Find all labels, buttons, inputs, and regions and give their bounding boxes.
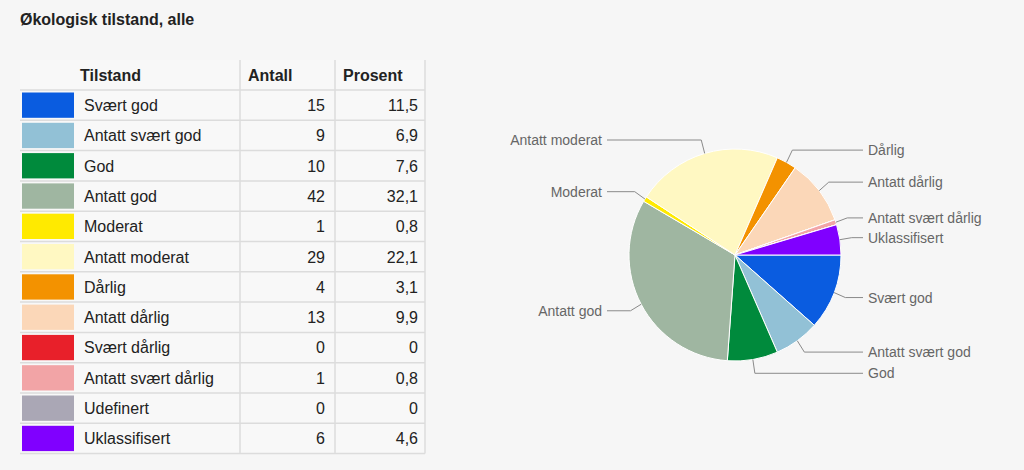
leader-line — [840, 238, 863, 240]
table-column-line — [334, 60, 336, 454]
count-cell: 10 — [307, 158, 325, 175]
percent-cell: 9,9 — [396, 309, 418, 326]
slice-label: Svært god — [868, 290, 933, 306]
table-row-line — [20, 241, 425, 243]
slice-label: Antatt svært dårlig — [868, 210, 982, 226]
slice-label: Antatt svært god — [868, 344, 971, 360]
leader-line — [819, 182, 863, 191]
percent-cell: 22,1 — [387, 249, 418, 266]
category-label: Udefinert — [84, 400, 149, 417]
leader-line — [607, 304, 641, 311]
category-label: God — [84, 158, 114, 175]
table: Tilstand Antall Prosent Svært god 15 11,5 Anta… — [20, 60, 425, 454]
table-row-line — [20, 332, 425, 334]
color-swatch — [22, 426, 74, 451]
table-row-line — [20, 301, 425, 303]
category-label: Uklassifisert — [84, 430, 171, 447]
table-row-line — [20, 271, 425, 273]
percent-cell: 7,6 — [396, 158, 418, 175]
percent-cell: 0,8 — [396, 370, 418, 387]
leader-line — [787, 150, 863, 162]
percent-cell: 4,6 — [396, 430, 418, 447]
leader-line — [797, 341, 863, 352]
slice-label: Uklassifisert — [868, 230, 944, 246]
leader-line — [607, 192, 645, 199]
category-label: Moderat — [84, 218, 143, 235]
table-row-line — [20, 453, 425, 455]
percent-cell: 6,9 — [396, 127, 418, 144]
count-cell: 15 — [307, 97, 325, 114]
pie-labels: Svært god Antatt svært god God Antatt god Mo… — [510, 132, 981, 381]
count-cell: 42 — [307, 188, 325, 205]
leader-line — [836, 218, 863, 222]
category-label: Svært dårlig — [84, 339, 170, 356]
slice-label: Moderat — [551, 184, 602, 200]
color-swatch — [22, 335, 74, 360]
count-cell: 6 — [316, 430, 325, 447]
percent-cell: 3,1 — [396, 279, 418, 296]
color-swatch — [22, 274, 74, 299]
color-swatch — [22, 305, 74, 330]
count-cell: 0 — [316, 339, 325, 356]
count-cell: 9 — [316, 127, 325, 144]
color-swatch — [22, 244, 74, 269]
slice-label: Antatt dårlig — [868, 174, 943, 190]
table-row-line — [20, 180, 425, 182]
category-label: Antatt moderat — [84, 249, 190, 266]
chart: Økologisk tilstand, alle Tilstand Antall Pr… — [0, 0, 1024, 470]
count-cell: 13 — [307, 309, 325, 326]
color-swatch — [22, 183, 74, 208]
table-column-line — [424, 60, 426, 454]
category-label: Dårlig — [84, 279, 126, 296]
count-cell: 1 — [316, 370, 325, 387]
table-header: Prosent — [343, 67, 403, 84]
color-swatch — [22, 214, 74, 239]
category-label: Antatt dårlig — [84, 309, 169, 326]
table-header: Tilstand — [80, 67, 141, 84]
slice-label: God — [868, 365, 894, 381]
percent-cell: 0 — [409, 400, 418, 417]
pie-slice — [735, 225, 841, 255]
table-row-line — [20, 89, 425, 91]
color-swatch — [22, 153, 74, 178]
title: Økologisk tilstand, alle — [20, 11, 194, 28]
category-label: Antatt svært god — [84, 127, 201, 144]
table-column-line — [239, 60, 241, 454]
table-row-line — [20, 423, 425, 425]
slice-label: Dårlig — [868, 142, 905, 158]
slice-label: Antatt moderat — [510, 132, 602, 148]
percent-cell: 0 — [409, 339, 418, 356]
slice-label: Antatt god — [538, 303, 602, 319]
color-swatch — [22, 365, 74, 390]
color-swatch — [22, 396, 74, 421]
table-row-line — [20, 120, 425, 122]
category-label: Svært god — [84, 97, 158, 114]
table-row-line — [20, 392, 425, 394]
count-cell: 0 — [316, 400, 325, 417]
count-cell: 4 — [316, 279, 325, 296]
table-background — [20, 60, 425, 454]
leader-line — [607, 140, 705, 153]
table-row-line — [20, 150, 425, 152]
leader-line — [753, 359, 863, 373]
color-swatch — [22, 123, 74, 148]
category-label: Antatt god — [84, 188, 157, 205]
color-swatch — [22, 93, 74, 118]
leader-line — [834, 293, 863, 298]
pie-slice — [727, 255, 777, 361]
table-row-line — [20, 210, 425, 212]
table-header: Antall — [248, 67, 292, 84]
table-row-line — [20, 362, 425, 364]
percent-cell: 11,5 — [388, 97, 418, 114]
count-cell: 29 — [307, 249, 325, 266]
percent-cell: 0,8 — [396, 218, 418, 235]
percent-cell: 32,1 — [387, 188, 418, 205]
pie — [629, 149, 841, 361]
count-cell: 1 — [316, 218, 325, 235]
category-label: Antatt svært dårlig — [84, 370, 214, 387]
